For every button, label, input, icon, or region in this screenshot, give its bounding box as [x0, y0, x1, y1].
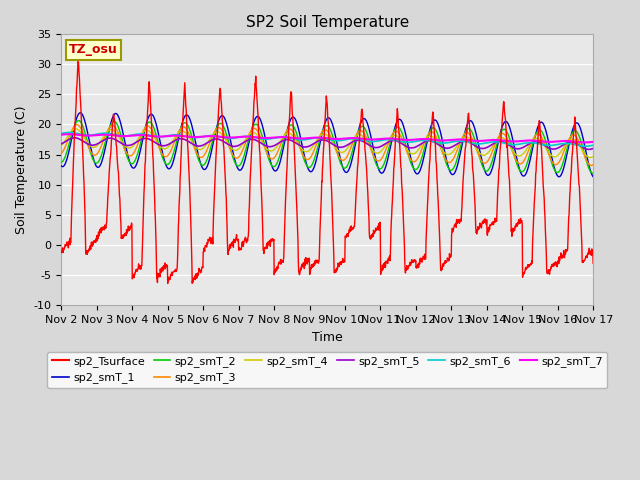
sp2_smT_5 [294, 142, 302, 147]
sp2_smT_6 [120, 133, 128, 139]
sp2_smT_6 [294, 137, 302, 143]
sp2_smT_7 [360, 136, 368, 142]
sp2_smT_5 [304, 144, 312, 149]
sp2_Tsurface [58, 248, 65, 254]
sp2_smT_5 [58, 141, 65, 147]
sp2_smT_6 [304, 136, 312, 142]
sp2_smT_4 [284, 131, 291, 136]
sp2_Tsurface [99, 227, 107, 232]
sp2_smT_1 [304, 165, 312, 171]
sp2_smT_5 [99, 138, 107, 144]
sp2_smT_7 [65, 132, 73, 137]
sp2_smT_3 [360, 131, 368, 137]
sp2_smT_6 [58, 131, 65, 136]
sp2_smT_2 [589, 170, 597, 176]
sp2_Tsurface [589, 261, 597, 266]
sp2_smT_1 [294, 125, 302, 131]
sp2_smT_1 [58, 163, 65, 169]
sp2_smT_1 [284, 127, 291, 133]
sp2_smT_6 [589, 143, 597, 148]
sp2_smT_4 [294, 141, 302, 147]
sp2_smT_3 [120, 146, 128, 152]
sp2_smT_3 [73, 122, 81, 128]
sp2_smT_3 [589, 161, 597, 167]
sp2_smT_2 [120, 145, 128, 151]
sp2_smT_3 [588, 163, 595, 168]
sp2_smT_7 [304, 135, 312, 141]
sp2_smT_4 [120, 143, 128, 148]
sp2_smT_2 [75, 118, 83, 123]
sp2_smT_7 [120, 133, 128, 139]
sp2_smT_5 [120, 142, 128, 148]
sp2_smT_5 [360, 139, 368, 145]
sp2_smT_1 [589, 174, 597, 180]
sp2_smT_1 [360, 116, 368, 121]
sp2_smT_6 [284, 135, 291, 141]
Line: sp2_smT_6: sp2_smT_6 [61, 132, 593, 146]
sp2_smT_2 [589, 170, 596, 176]
sp2_smT_3 [99, 139, 107, 145]
sp2_Tsurface [361, 140, 369, 145]
Line: sp2_smT_5: sp2_smT_5 [61, 138, 593, 149]
sp2_smT_7 [589, 139, 597, 145]
sp2_smT_4 [589, 153, 597, 159]
sp2_smT_6 [99, 131, 107, 136]
sp2_smT_4 [58, 143, 65, 148]
Legend: sp2_Tsurface, sp2_smT_1, sp2_smT_2, sp2_smT_3, sp2_smT_4, sp2_smT_5, sp2_smT_6, : sp2_Tsurface, sp2_smT_1, sp2_smT_2, sp2_… [47, 352, 607, 388]
sp2_smT_1 [99, 156, 107, 161]
sp2_smT_1 [556, 174, 563, 180]
sp2_smT_6 [65, 130, 73, 135]
Line: sp2_smT_4: sp2_smT_4 [61, 129, 593, 157]
sp2_smT_2 [284, 127, 291, 133]
sp2_Tsurface [74, 58, 82, 64]
sp2_smT_4 [99, 135, 107, 141]
sp2_smT_3 [294, 141, 302, 146]
Title: SP2 Soil Temperature: SP2 Soil Temperature [246, 15, 409, 30]
sp2_smT_2 [294, 136, 302, 142]
sp2_smT_6 [581, 144, 589, 149]
sp2_Tsurface [295, 269, 303, 275]
sp2_Tsurface [120, 232, 128, 238]
Line: sp2_smT_1: sp2_smT_1 [61, 113, 593, 177]
sp2_smT_4 [586, 155, 594, 160]
sp2_smT_5 [589, 145, 597, 151]
sp2_smT_4 [360, 135, 368, 141]
Line: sp2_smT_7: sp2_smT_7 [61, 134, 593, 143]
sp2_smT_5 [284, 137, 291, 143]
sp2_smT_3 [284, 128, 291, 133]
sp2_smT_7 [294, 135, 302, 141]
sp2_Tsurface [305, 258, 312, 264]
X-axis label: Time: Time [312, 331, 342, 344]
sp2_smT_1 [77, 110, 84, 116]
sp2_smT_6 [360, 138, 368, 144]
sp2_smT_3 [58, 151, 65, 156]
sp2_smT_2 [99, 148, 107, 154]
sp2_smT_2 [360, 125, 368, 131]
sp2_smT_5 [585, 146, 593, 152]
sp2_smT_5 [70, 135, 78, 141]
Line: sp2_Tsurface: sp2_Tsurface [61, 61, 593, 284]
sp2_smT_4 [72, 126, 79, 132]
sp2_smT_4 [304, 148, 312, 154]
sp2_smT_1 [120, 137, 128, 143]
sp2_Tsurface [284, 148, 291, 154]
sp2_smT_3 [304, 156, 312, 162]
sp2_smT_2 [58, 159, 65, 165]
sp2_smT_7 [99, 132, 107, 138]
Y-axis label: Soil Temperature (C): Soil Temperature (C) [15, 106, 28, 234]
sp2_Tsurface [164, 281, 172, 287]
sp2_smT_7 [581, 140, 589, 145]
Line: sp2_smT_2: sp2_smT_2 [61, 120, 593, 173]
sp2_smT_7 [284, 134, 291, 140]
sp2_smT_7 [58, 132, 65, 138]
sp2_smT_2 [304, 164, 312, 170]
Text: TZ_osu: TZ_osu [69, 44, 118, 57]
Line: sp2_smT_3: sp2_smT_3 [61, 125, 593, 166]
